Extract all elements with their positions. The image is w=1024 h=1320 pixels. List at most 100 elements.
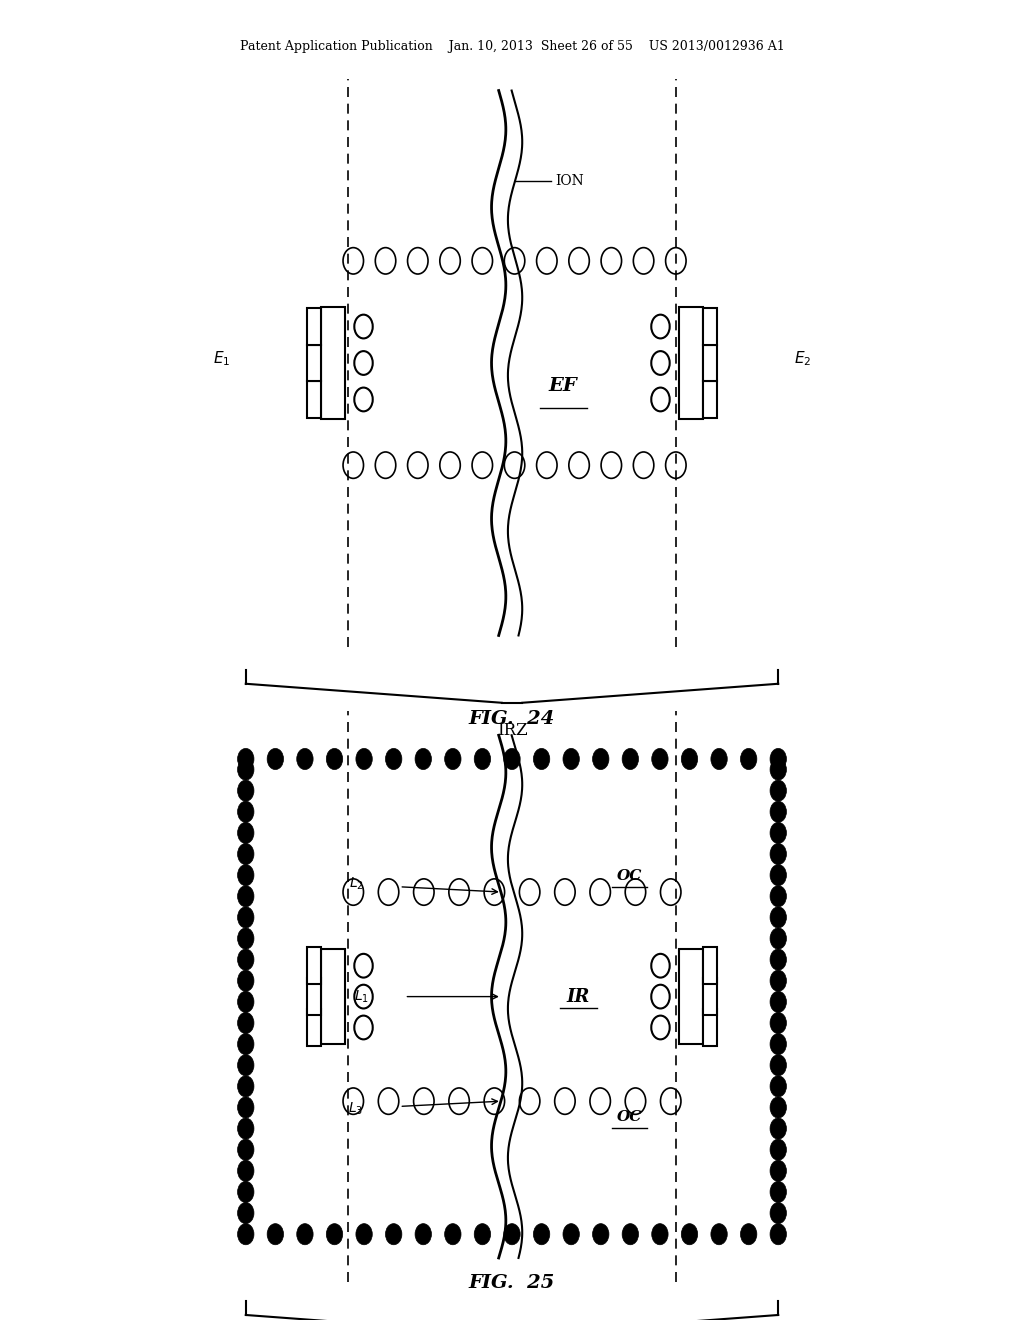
Circle shape bbox=[651, 1224, 668, 1245]
Circle shape bbox=[238, 1181, 254, 1203]
Circle shape bbox=[740, 748, 757, 770]
Circle shape bbox=[770, 1118, 786, 1139]
Circle shape bbox=[474, 748, 490, 770]
Bar bbox=[321, 308, 345, 420]
Text: $L_3$: $L_3$ bbox=[348, 1101, 364, 1117]
Circle shape bbox=[238, 907, 254, 928]
Circle shape bbox=[711, 748, 727, 770]
Circle shape bbox=[238, 1012, 254, 1034]
Circle shape bbox=[238, 1097, 254, 1118]
Circle shape bbox=[770, 1224, 786, 1245]
Circle shape bbox=[534, 1224, 550, 1245]
Bar bbox=[679, 949, 703, 1044]
Circle shape bbox=[504, 1224, 520, 1245]
Circle shape bbox=[238, 759, 254, 780]
Circle shape bbox=[770, 843, 786, 865]
Circle shape bbox=[711, 1224, 727, 1245]
Text: ION: ION bbox=[555, 174, 584, 189]
Bar bbox=[703, 948, 717, 985]
Text: $E_2$: $E_2$ bbox=[794, 350, 811, 368]
Text: EF: EF bbox=[549, 376, 578, 395]
Circle shape bbox=[770, 801, 786, 822]
Circle shape bbox=[238, 1034, 254, 1055]
Circle shape bbox=[385, 748, 401, 770]
Circle shape bbox=[267, 748, 284, 770]
Circle shape bbox=[623, 748, 639, 770]
Circle shape bbox=[238, 801, 254, 822]
Bar bbox=[307, 308, 321, 345]
Circle shape bbox=[534, 748, 550, 770]
Circle shape bbox=[238, 1076, 254, 1097]
Text: IRZ: IRZ bbox=[497, 722, 527, 739]
Circle shape bbox=[238, 991, 254, 1012]
Text: $E_1$: $E_1$ bbox=[213, 350, 230, 368]
Circle shape bbox=[651, 748, 668, 770]
Circle shape bbox=[770, 865, 786, 886]
Circle shape bbox=[385, 1224, 401, 1245]
Circle shape bbox=[356, 1224, 373, 1245]
Circle shape bbox=[238, 822, 254, 843]
Circle shape bbox=[770, 907, 786, 928]
Circle shape bbox=[238, 928, 254, 949]
Circle shape bbox=[238, 843, 254, 865]
Circle shape bbox=[770, 1076, 786, 1097]
Circle shape bbox=[504, 748, 520, 770]
Text: Patent Application Publication    Jan. 10, 2013  Sheet 26 of 55    US 2013/00129: Patent Application Publication Jan. 10, … bbox=[240, 40, 784, 53]
Circle shape bbox=[297, 1224, 313, 1245]
Circle shape bbox=[415, 748, 431, 770]
Circle shape bbox=[327, 1224, 343, 1245]
Circle shape bbox=[740, 1224, 757, 1245]
Text: IR: IR bbox=[567, 987, 590, 1006]
Circle shape bbox=[770, 928, 786, 949]
Text: FIG.  24: FIG. 24 bbox=[469, 710, 555, 729]
Circle shape bbox=[593, 748, 609, 770]
Text: $L_2$: $L_2$ bbox=[348, 876, 364, 892]
Circle shape bbox=[238, 970, 254, 991]
Circle shape bbox=[238, 1055, 254, 1076]
Circle shape bbox=[238, 1139, 254, 1160]
Circle shape bbox=[267, 1224, 284, 1245]
Bar bbox=[679, 308, 703, 420]
Circle shape bbox=[563, 748, 580, 770]
Bar bbox=[307, 1008, 321, 1045]
Circle shape bbox=[444, 748, 461, 770]
Text: $L_1$: $L_1$ bbox=[353, 989, 369, 1005]
Circle shape bbox=[770, 1160, 786, 1181]
Bar bbox=[307, 978, 321, 1015]
Circle shape bbox=[770, 780, 786, 801]
Circle shape bbox=[770, 759, 786, 780]
Circle shape bbox=[238, 949, 254, 970]
Circle shape bbox=[681, 1224, 697, 1245]
Text: OC: OC bbox=[617, 1110, 642, 1125]
Circle shape bbox=[770, 1097, 786, 1118]
Circle shape bbox=[770, 822, 786, 843]
Circle shape bbox=[238, 748, 254, 770]
Circle shape bbox=[770, 886, 786, 907]
Circle shape bbox=[238, 865, 254, 886]
Circle shape bbox=[681, 748, 697, 770]
Bar bbox=[307, 381, 321, 418]
Circle shape bbox=[238, 1160, 254, 1181]
Circle shape bbox=[593, 1224, 609, 1245]
Bar bbox=[703, 381, 717, 418]
Circle shape bbox=[623, 1224, 639, 1245]
Text: OC: OC bbox=[617, 869, 642, 883]
Bar bbox=[307, 948, 321, 985]
Circle shape bbox=[770, 1181, 786, 1203]
Circle shape bbox=[770, 1139, 786, 1160]
Circle shape bbox=[770, 1055, 786, 1076]
Bar bbox=[307, 345, 321, 381]
Bar bbox=[703, 345, 717, 381]
Bar bbox=[703, 1008, 717, 1045]
Circle shape bbox=[238, 1118, 254, 1139]
Bar bbox=[703, 978, 717, 1015]
Bar bbox=[321, 949, 345, 1044]
Circle shape bbox=[238, 780, 254, 801]
Circle shape bbox=[238, 1224, 254, 1245]
Circle shape bbox=[238, 1203, 254, 1224]
Circle shape bbox=[770, 991, 786, 1012]
Circle shape bbox=[238, 886, 254, 907]
Circle shape bbox=[474, 1224, 490, 1245]
Circle shape bbox=[356, 748, 373, 770]
Circle shape bbox=[444, 1224, 461, 1245]
